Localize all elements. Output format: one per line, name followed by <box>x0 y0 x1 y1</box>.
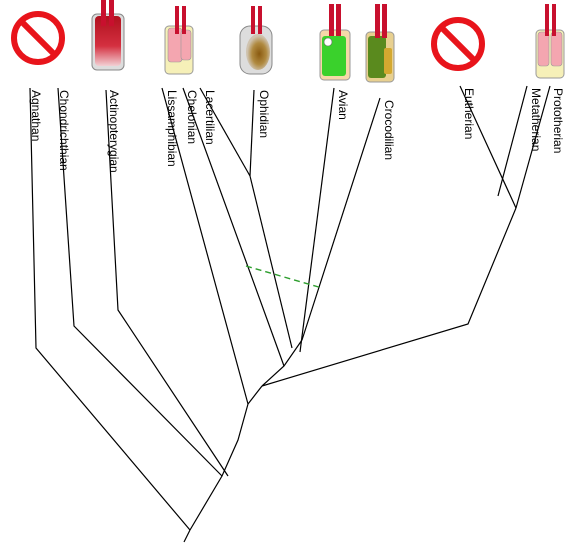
pink-cream-organ-icon <box>164 6 194 75</box>
label-eutherian: Eutherian <box>462 88 476 139</box>
branch-avian <box>299 87 335 353</box>
label-crocodilian: Crocodilian <box>382 100 396 160</box>
prohibited-icon <box>11 11 65 65</box>
pink-pair-organ-icon <box>535 4 565 79</box>
red-gradient-organ-icon <box>91 0 125 71</box>
gray-green-organ-icon <box>239 6 273 75</box>
branch-chelonian <box>182 87 285 367</box>
label-chelonian: Chelonian <box>185 90 199 144</box>
taxon-labels: Agnathan Chondrichthian Actinopterygian … <box>29 88 565 173</box>
label-lissamphibian: Lissamphibian <box>165 90 179 167</box>
branch-sauropsida <box>261 339 303 387</box>
dashed-connection <box>245 265 323 289</box>
branch-squamata <box>249 175 293 349</box>
olive-organ-icon <box>365 4 395 83</box>
branch-mammalia <box>261 207 517 387</box>
branch-metatherian <box>497 85 528 197</box>
prohibited-icon <box>431 17 485 71</box>
label-lacertilian: Lacertilian <box>203 90 217 145</box>
label-actinopterygian: Actinopterygian <box>107 90 121 173</box>
label-avian: Avian <box>336 90 350 120</box>
label-prototherian: Prototherian <box>551 88 565 153</box>
tree-branches <box>29 85 551 543</box>
branch-lissamphibian <box>161 87 249 405</box>
branch-actinopterygian <box>105 89 229 477</box>
branch-chondrichthian <box>57 87 223 477</box>
label-ophidian: Ophidian <box>257 90 271 138</box>
branch-eutherian <box>459 85 517 209</box>
branch-crocodilian <box>301 97 381 341</box>
label-chondrichthian: Chondrichthian <box>57 90 71 171</box>
branch-agnathan <box>29 87 191 531</box>
branch-root <box>183 529 191 543</box>
label-agnathan: Agnathan <box>29 90 43 141</box>
branch-lacertilian <box>199 87 251 177</box>
green-organ-icon <box>319 4 351 81</box>
branch-amniota <box>189 385 263 531</box>
branch-prototherian <box>515 85 551 209</box>
branch-ophidian <box>249 89 255 177</box>
label-metatherian: Metatherian <box>529 88 543 151</box>
